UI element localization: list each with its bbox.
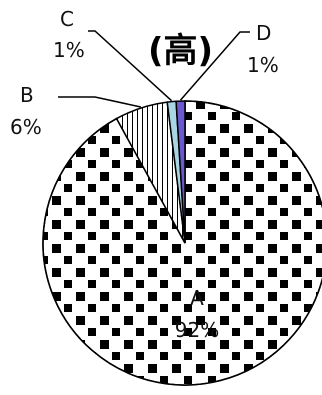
chart-title: (高) <box>148 31 213 71</box>
pie-slice-a <box>42 100 322 386</box>
pie-slice-d <box>175 100 186 244</box>
slice-label-c-name: C <box>60 7 74 31</box>
pie-slices <box>42 100 322 386</box>
leader-line-b <box>58 96 141 108</box>
leader-lines <box>58 30 250 108</box>
leader-line-c <box>88 30 173 102</box>
slice-label-b-name: B <box>20 83 34 107</box>
slice-label-d-percent: 1% <box>247 53 279 77</box>
slice-label-d-name: D <box>256 21 271 45</box>
slice-label-c-percent: 1% <box>53 38 85 62</box>
leader-line-d <box>179 31 250 101</box>
slice-label-a-name: A <box>190 286 204 310</box>
slice-label-b-percent: 6% <box>10 115 42 139</box>
slice-label-a-percent: 92% <box>175 318 219 342</box>
